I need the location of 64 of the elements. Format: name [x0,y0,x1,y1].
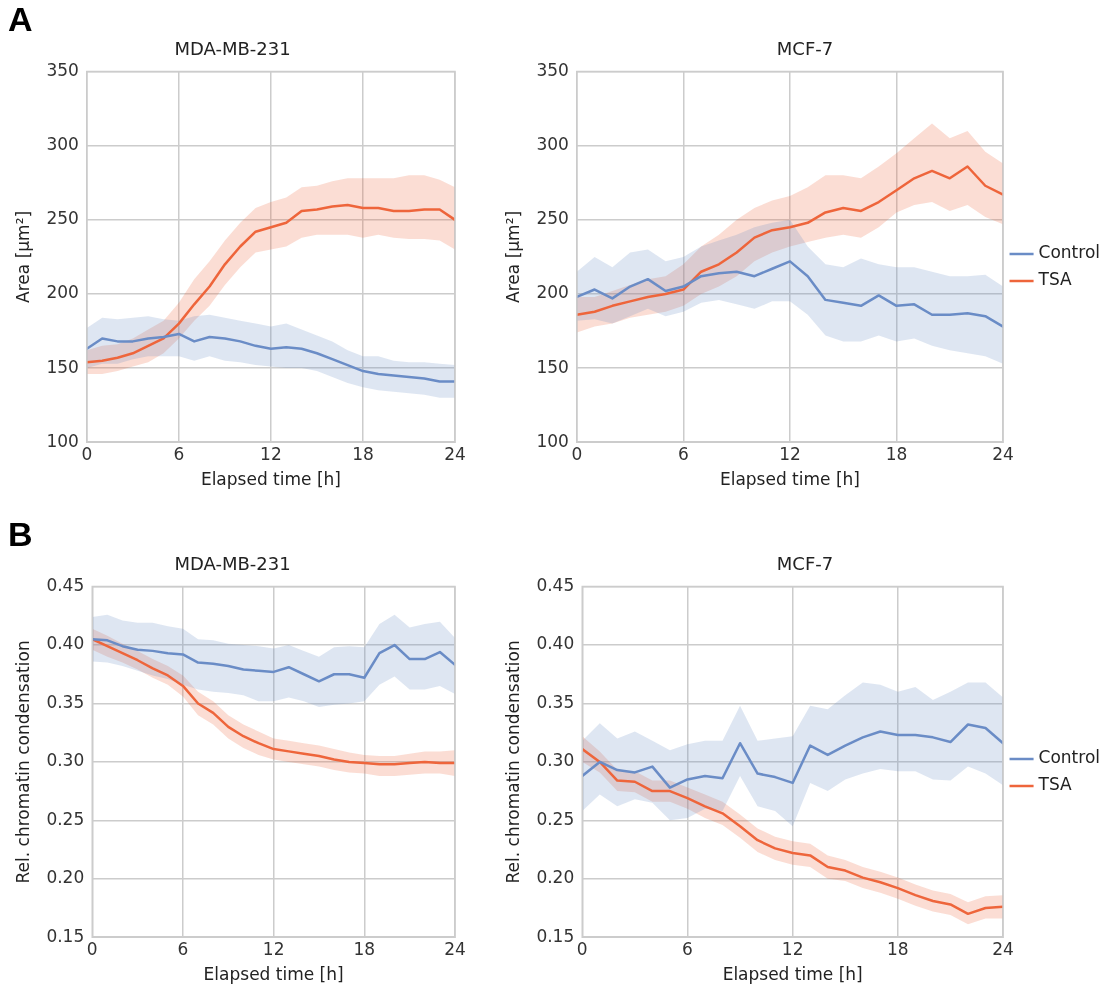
y-axis-title: Area [µm²] [12,210,33,303]
x-axis-title: Elapsed time [h] [200,469,341,490]
chart-title: MCF-7 [776,38,834,60]
x-tick-label: 18 [353,938,376,959]
y-tick-label: 300 [536,134,569,155]
y-tick-label: 0.35 [536,691,575,712]
y-tick-label: 0.40 [536,633,575,654]
y-tick-label: 0.20 [46,867,85,888]
x-tick-label: 0 [571,443,583,464]
y-tick-label: 100 [46,430,79,451]
x-tick-label: 6 [177,938,189,959]
legend-label: Control [1038,747,1100,768]
y-axis-title: Rel. chromatin condensation [502,640,523,884]
y-tick-label: 0.30 [46,750,85,771]
x-axis-title: Elapsed time [h] [722,964,863,985]
y-tick-label: 150 [536,356,569,377]
y-tick-label: 350 [46,60,79,81]
chart-title: MDA-MB-231 [174,38,291,60]
x-tick-label: 6 [682,938,693,959]
y-tick-label: 100 [536,430,569,451]
x-tick-label: 18 [885,443,908,464]
y-tick-label: 0.25 [46,808,85,829]
y-tick-label: 250 [536,208,569,229]
x-tick-label: 0 [576,938,588,959]
x-axis-title: Elapsed time [h] [719,469,860,490]
legend-label: TSA [1037,774,1073,795]
x-tick-label: 12 [781,938,804,959]
x-tick-label: 6 [173,443,185,464]
y-tick-label: 0.15 [46,925,85,946]
y-tick-label: 350 [536,60,569,81]
x-tick-label: 12 [262,938,285,959]
y-tick-label: 200 [46,282,79,303]
y-tick-label: 0.45 [46,575,85,596]
x-tick-label: 24 [992,938,1014,959]
chart-title: MCF-7 [776,553,834,575]
y-tick-label: 0.15 [536,925,575,946]
legend-label: TSA [1037,269,1073,290]
text: A [8,0,33,39]
chart-title: MDA-MB-231 [174,553,291,575]
y-tick-label: 250 [46,208,79,229]
y-tick-label: 200 [536,282,569,303]
x-tick-label: 24 [992,443,1014,464]
x-tick-label: 24 [444,443,466,464]
y-tick-label: 0.40 [46,633,85,654]
x-tick-label: 0 [81,443,93,464]
y-tick-label: 150 [46,356,79,377]
y-tick-label: 0.20 [536,867,575,888]
x-tick-label: 6 [677,443,689,464]
x-axis-title: Elapsed time [h] [203,964,344,985]
x-tick-label: 18 [887,938,909,959]
y-tick-label: 0.25 [536,808,575,829]
y-axis-title: Area [µm²] [502,210,523,303]
y-axis-title: Rel. chromatin condensation [12,640,33,884]
x-tick-label: 24 [444,938,466,959]
legend-label: Control [1038,242,1100,263]
x-tick-label: 18 [352,443,374,464]
y-tick-label: 0.45 [536,575,575,596]
y-tick-label: 300 [46,134,79,155]
y-tick-label: 0.35 [46,691,85,712]
text: B [8,515,33,554]
y-tick-label: 0.30 [536,750,575,771]
x-tick-label: 12 [260,443,282,464]
x-tick-label: 12 [779,443,801,464]
x-tick-label: 0 [86,938,98,959]
